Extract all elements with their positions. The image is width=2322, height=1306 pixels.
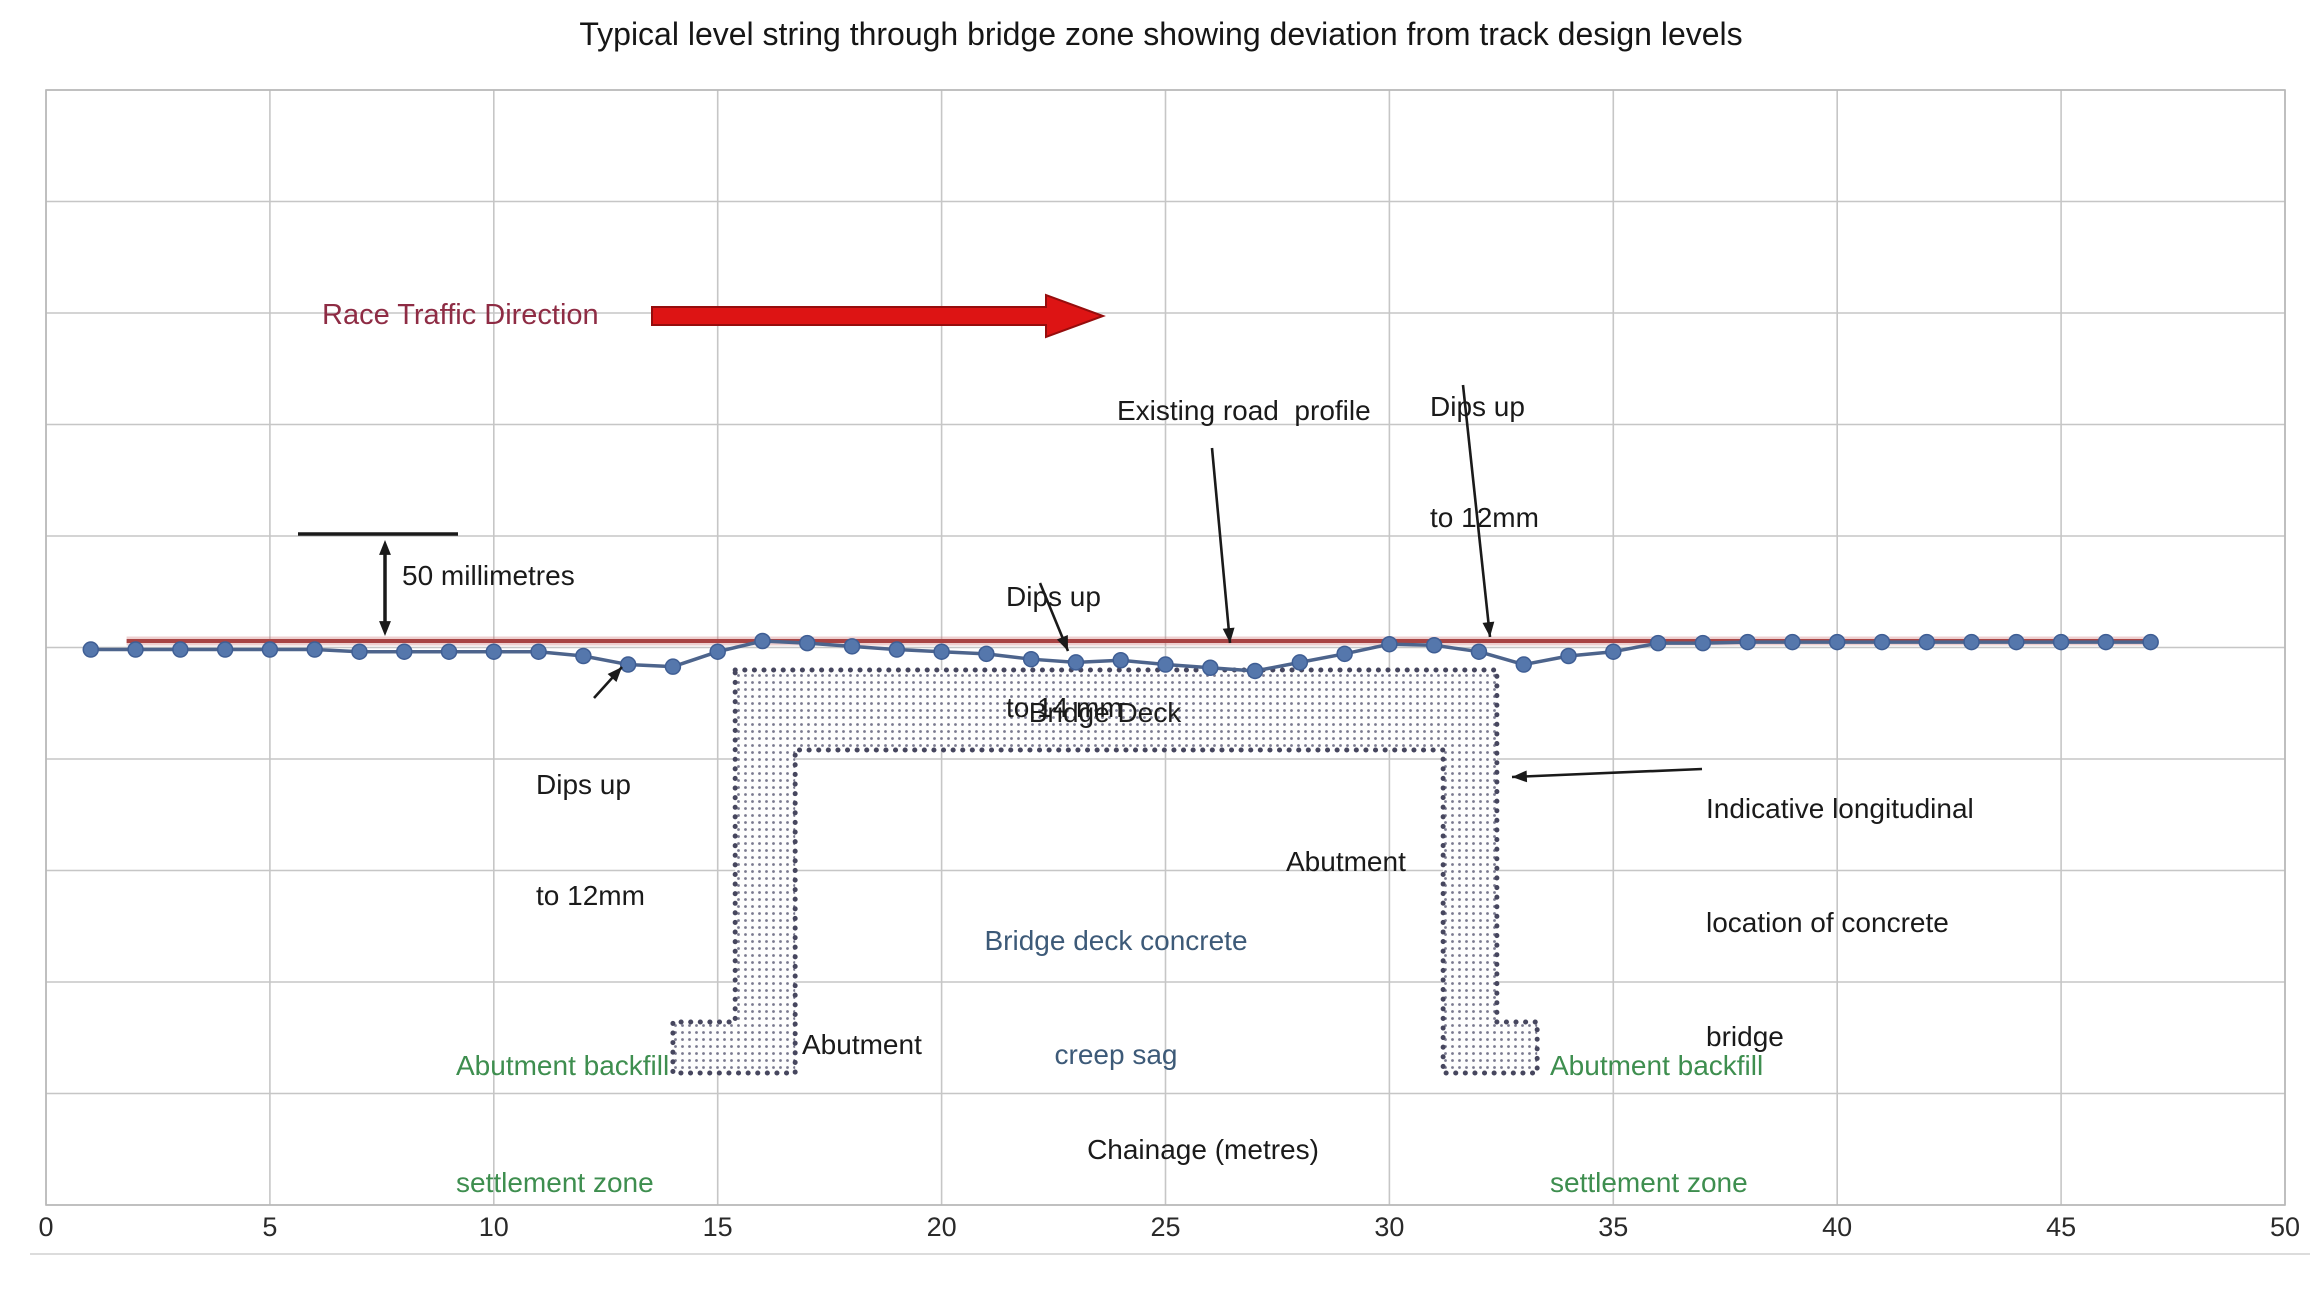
bridge-deck-label: Bridge Deck [1028, 697, 1182, 728]
dip-left-line1: Dips up [536, 769, 631, 800]
indicative-line1: Indicative longitudinal [1706, 793, 1974, 824]
creep-sag-line2: creep sag [1054, 1039, 1178, 1070]
backfill-right-line2: settlement zone [1550, 1167, 1748, 1198]
x-tick-label: 15 [702, 1212, 733, 1242]
x-tick-label: 30 [1374, 1212, 1405, 1242]
creep-sag-label: Bridge deck concrete creep sag [984, 846, 1247, 1150]
indicative-line2: location of concrete [1706, 907, 1949, 938]
fifty-millimetres-label: 50 millimetres [402, 560, 575, 591]
x-tick-label: 40 [1822, 1212, 1853, 1242]
backfill-left-label: Abutment backfill settlement zone [456, 968, 669, 1280]
dip-right-line2: to 12mm [1430, 502, 1539, 533]
x-tick-label: 50 [2269, 1212, 2301, 1242]
backfill-left-line1: Abutment backfill [456, 1050, 670, 1081]
chart-title: Typical level string through bridge zone… [579, 16, 1743, 52]
x-tick-label: 20 [926, 1212, 957, 1242]
dip-mid-line1: Dips up [1006, 581, 1101, 612]
x-tick-label: 25 [1150, 1212, 1181, 1242]
backfill-right-label: Abutment backfill settlement zone [1550, 968, 1763, 1280]
backfill-right-line1: Abutment backfill [1550, 1050, 1764, 1081]
race-traffic-direction-label: Race Traffic Direction [322, 299, 599, 331]
dip-right-line1: Dips up [1430, 391, 1525, 422]
dip-left-line2: to 12mm [536, 880, 645, 911]
dip-annotation-left: Dips up to 12mm [536, 692, 645, 988]
abutment-right-label: Abutment [1286, 846, 1406, 877]
x-tick-label: 5 [262, 1212, 278, 1242]
x-axis-title: Chainage (metres) [1087, 1134, 1319, 1165]
indicative-location-label: Indicative longitudinal location of conc… [1706, 714, 1974, 1132]
creep-sag-line1: Bridge deck concrete [984, 925, 1248, 956]
indicative-line3: bridge [1706, 1021, 1784, 1052]
dip-annotation-right: Dips up to 12mm [1430, 314, 1539, 610]
x-tick-label: 10 [478, 1212, 509, 1242]
x-tick-label: 45 [2046, 1212, 2077, 1242]
dip-annotation-mid: Dips up to 14 mm [1006, 504, 1123, 800]
backfill-left-line2: settlement zone [456, 1167, 654, 1198]
x-tick-label: 0 [38, 1212, 54, 1242]
existing-road-profile-label: Existing road profile [1117, 395, 1371, 426]
x-tick-label: 35 [1598, 1212, 1629, 1242]
dip-mid-line2: to 14 mm [1006, 692, 1123, 723]
abutment-left-label: Abutment [802, 1029, 922, 1060]
